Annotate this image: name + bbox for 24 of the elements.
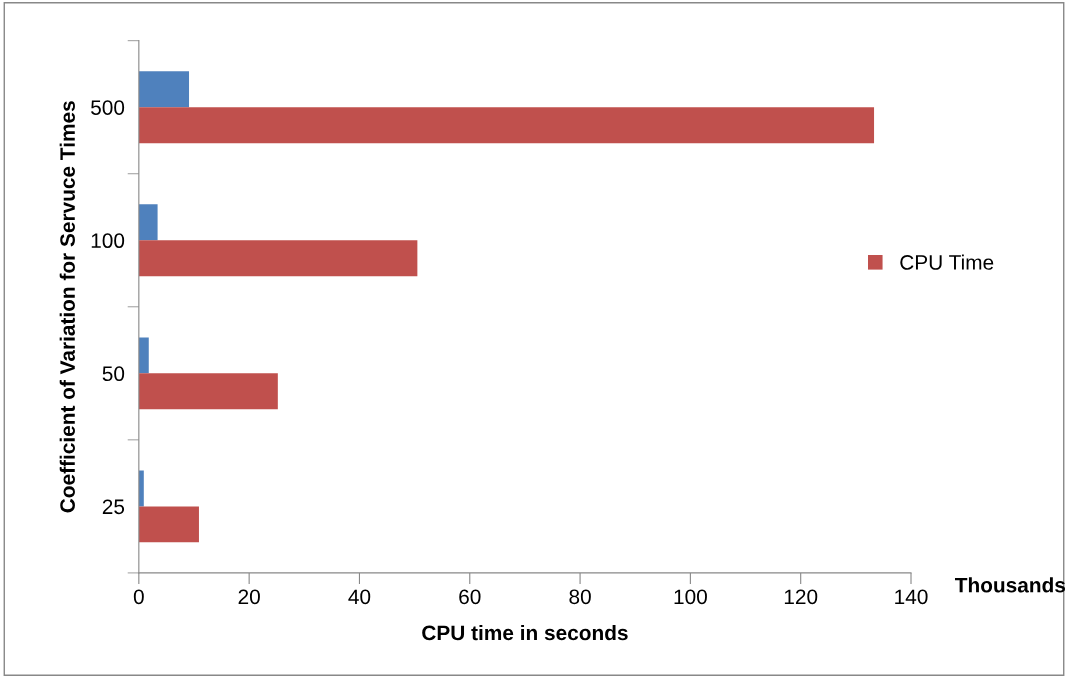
y-tick-label: 50 <box>102 366 125 382</box>
y-tick-label: 100 <box>91 233 125 249</box>
x-tick-label: 60 <box>459 589 481 605</box>
bar <box>138 337 149 374</box>
x-axis-title: CPU time in seconds <box>422 624 628 641</box>
x-tick-label: 40 <box>348 589 371 605</box>
text: Thousands <box>954 577 1066 593</box>
y-tick-label: 500 <box>91 100 125 115</box>
legend-label: CPU Time <box>900 254 994 270</box>
bar <box>138 470 144 507</box>
bar <box>138 71 190 108</box>
x-tick-label: 120 <box>784 589 818 605</box>
bar <box>138 240 418 277</box>
bar <box>138 373 278 410</box>
x-tick-label: 0 <box>133 589 144 605</box>
x-tick-label: 140 <box>895 589 928 605</box>
x-tick-label: 20 <box>238 589 260 605</box>
x-tick-label: 100 <box>674 589 707 605</box>
y-axis-title: Coefficient of Variation for Servuce Times <box>59 101 75 513</box>
x-tick-label: 80 <box>569 589 591 605</box>
bar <box>138 107 875 144</box>
bar <box>138 204 158 241</box>
y-tick-label: 25 <box>102 499 125 515</box>
bar <box>138 506 199 543</box>
